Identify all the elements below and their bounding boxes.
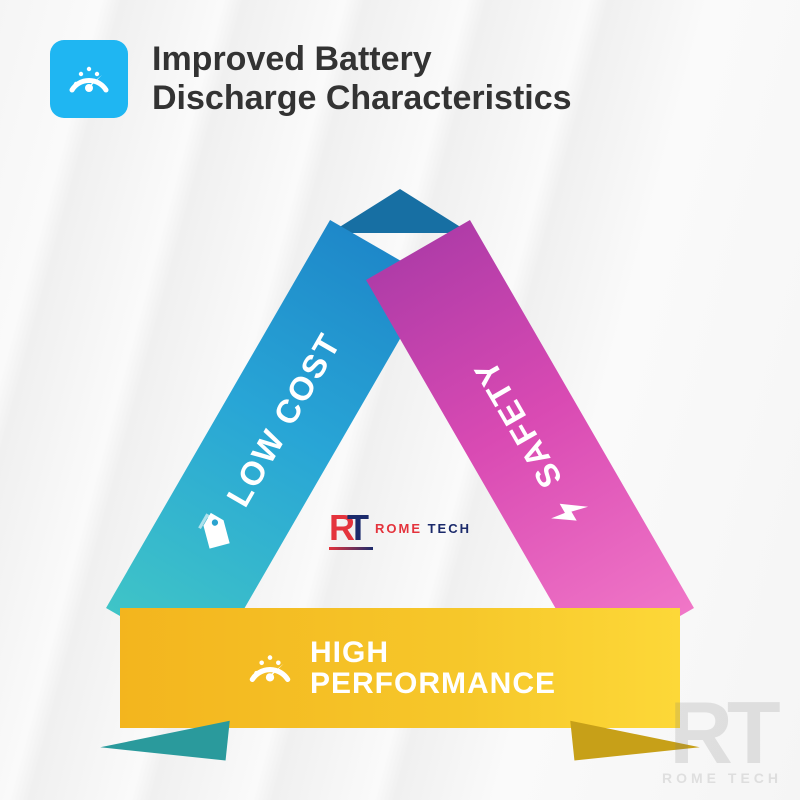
header-gauge-icon <box>50 40 128 118</box>
bolt-icon <box>542 486 595 536</box>
high-perf-line2: PERFORMANCE <box>310 668 556 700</box>
triangle-infographic: LOW COST SAFETY HIGH PERFORMANCE RT <box>80 210 720 750</box>
watermark-label: ROME TECH <box>662 770 782 786</box>
low-cost-label: LOW COST <box>219 326 349 513</box>
watermark: RT ROME TECH <box>662 698 782 786</box>
header: Improved Battery Discharge Characteristi… <box>0 0 800 118</box>
band-safety: SAFETY <box>366 220 694 668</box>
logo-tech: TECH <box>422 521 471 536</box>
rt-text: ROME TECH <box>375 521 471 536</box>
gauge-icon <box>244 642 296 694</box>
fold-top <box>330 189 470 233</box>
high-perf-line1: HIGH <box>310 637 389 669</box>
page-title: Improved Battery Discharge Characteristi… <box>152 40 572 118</box>
title-line-2: Discharge Characteristics <box>152 79 572 118</box>
watermark-mark: RT <box>662 698 782 768</box>
gauge-icon <box>64 54 114 104</box>
tag-icon <box>189 505 246 562</box>
logo-rome: ROME <box>375 521 422 536</box>
band-high-performance: HIGH PERFORMANCE <box>120 608 680 728</box>
safety-label: SAFETY <box>466 352 570 494</box>
rt-mark: RT <box>329 510 369 546</box>
title-line-1: Improved Battery <box>152 40 572 79</box>
center-logo: RT ROME TECH <box>329 510 471 546</box>
